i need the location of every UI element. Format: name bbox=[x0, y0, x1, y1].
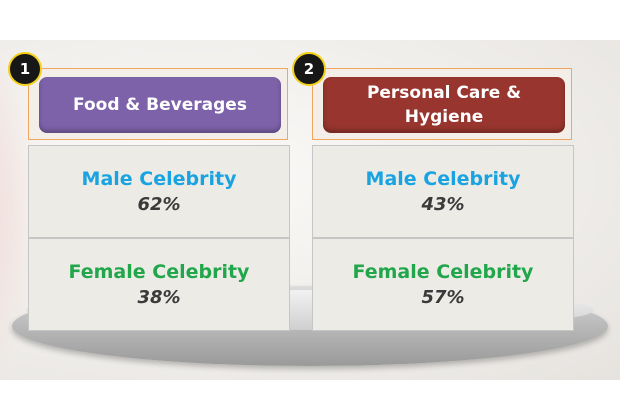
number-badge: 1 bbox=[8, 52, 42, 86]
category-header-frame: Personal Care & Hygiene bbox=[312, 68, 572, 140]
category-header-frame: Food & Beverages bbox=[28, 68, 288, 140]
male-celebrity-label: Male Celebrity bbox=[365, 167, 521, 190]
male-celebrity-value: 62% bbox=[137, 193, 181, 215]
number-badge: 2 bbox=[292, 52, 326, 86]
female-celebrity-stat: Female Celebrity 57% bbox=[312, 238, 574, 331]
female-celebrity-value: 57% bbox=[421, 286, 465, 308]
female-celebrity-label: Female Celebrity bbox=[68, 260, 250, 283]
male-celebrity-stat: Male Celebrity 62% bbox=[28, 145, 290, 238]
category-title: Personal Care & Hygiene bbox=[323, 77, 565, 133]
female-celebrity-stat: Female Celebrity 38% bbox=[28, 238, 290, 331]
male-celebrity-label: Male Celebrity bbox=[81, 167, 237, 190]
female-celebrity-value: 38% bbox=[137, 286, 181, 308]
female-celebrity-label: Female Celebrity bbox=[352, 260, 534, 283]
male-celebrity-stat: Male Celebrity 43% bbox=[312, 145, 574, 238]
male-celebrity-value: 43% bbox=[421, 193, 465, 215]
category-title: Food & Beverages bbox=[39, 77, 281, 133]
